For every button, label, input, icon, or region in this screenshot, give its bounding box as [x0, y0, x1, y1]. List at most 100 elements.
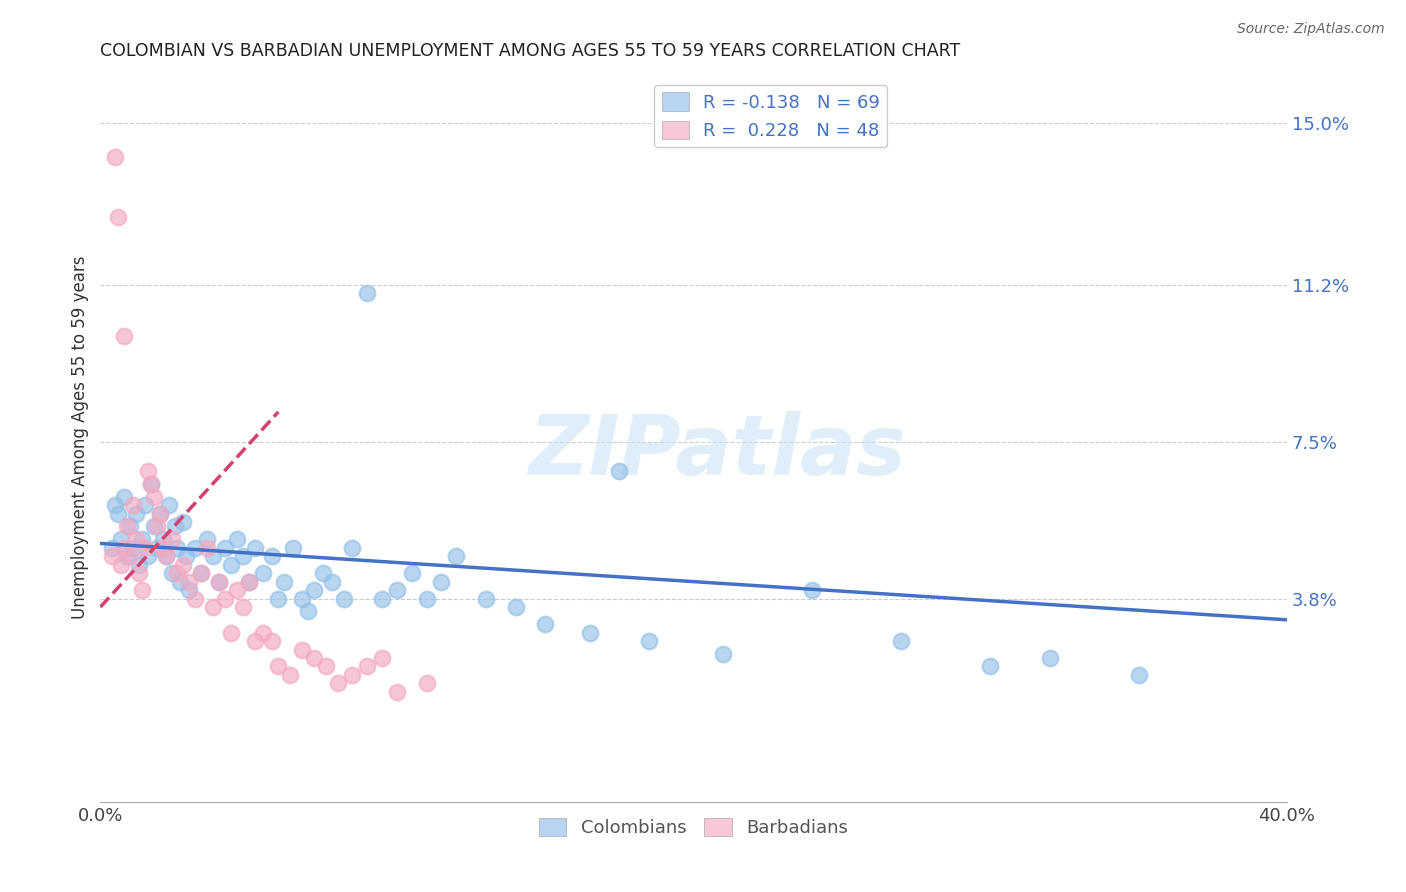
Point [1128, 668, 1150, 682]
Point [131, 532, 153, 546]
Point [278, 668, 301, 682]
Point [190, 566, 212, 581]
Point [134, 541, 156, 555]
Point [238, 574, 260, 589]
Point [1038, 651, 1060, 665]
Point [112, 541, 135, 555]
Point [342, 668, 364, 682]
Point [122, 498, 145, 512]
Point [179, 583, 201, 598]
Point [152, 532, 174, 546]
Point [115, 549, 138, 563]
Point [385, 685, 408, 699]
Point [214, 591, 236, 606]
Text: COLOMBIAN VS BARBADIAN UNEMPLOYMENT AMONG AGES 55 TO 59 YEARS CORRELATION CHART: COLOMBIAN VS BARBADIAN UNEMPLOYMENT AMON… [100, 42, 960, 60]
Point [118, 549, 141, 563]
Point [243, 541, 266, 555]
Point [225, 532, 247, 546]
Point [128, 558, 150, 572]
Point [184, 591, 207, 606]
Point [157, 498, 180, 512]
Point [430, 574, 453, 589]
Point [131, 583, 153, 598]
Point [179, 574, 201, 589]
Point [136, 549, 159, 563]
Point [315, 659, 337, 673]
Point [371, 591, 394, 606]
Point [534, 617, 557, 632]
Point [415, 591, 437, 606]
Point [139, 477, 162, 491]
Point [219, 625, 242, 640]
Point [238, 574, 260, 589]
Point [262, 634, 284, 648]
Point [342, 541, 364, 555]
Point [302, 583, 325, 598]
Legend: Colombians, Barbadians: Colombians, Barbadians [531, 811, 855, 845]
Point [139, 477, 162, 491]
Point [415, 676, 437, 690]
Point [302, 651, 325, 665]
Point [104, 498, 127, 512]
Point [195, 541, 218, 555]
Point [152, 541, 174, 555]
Point [321, 574, 343, 589]
Point [711, 647, 734, 661]
Point [283, 541, 305, 555]
Y-axis label: Unemployment Among Ages 55 to 59 years: Unemployment Among Ages 55 to 59 years [72, 256, 89, 619]
Point [202, 600, 225, 615]
Point [190, 566, 212, 581]
Point [166, 541, 188, 555]
Point [801, 583, 824, 598]
Point [401, 566, 423, 581]
Point [149, 507, 172, 521]
Point [232, 549, 254, 563]
Point [385, 583, 408, 598]
Point [172, 515, 194, 529]
Point [356, 659, 378, 673]
Point [136, 464, 159, 478]
Point [291, 591, 314, 606]
Point [202, 549, 225, 563]
Point [122, 541, 145, 555]
Point [118, 519, 141, 533]
Point [609, 464, 631, 478]
Point [356, 286, 378, 301]
Point [262, 549, 284, 563]
Point [505, 600, 527, 615]
Point [155, 549, 177, 563]
Text: ZIPatlas: ZIPatlas [529, 411, 907, 492]
Point [142, 519, 165, 533]
Point [371, 651, 394, 665]
Point [297, 604, 319, 618]
Point [112, 490, 135, 504]
Point [145, 519, 167, 533]
Point [252, 625, 274, 640]
Point [128, 566, 150, 581]
Point [252, 566, 274, 581]
Point [578, 625, 600, 640]
Point [169, 574, 191, 589]
Point [160, 566, 183, 581]
Point [475, 591, 498, 606]
Point [112, 328, 135, 343]
Point [243, 634, 266, 648]
Text: Source: ZipAtlas.com: Source: ZipAtlas.com [1237, 22, 1385, 37]
Point [134, 498, 156, 512]
Point [172, 558, 194, 572]
Point [115, 519, 138, 533]
Point [145, 541, 167, 555]
Point [214, 541, 236, 555]
Point [232, 600, 254, 615]
Point [110, 532, 132, 546]
Point [208, 574, 231, 589]
Point [225, 583, 247, 598]
Point [219, 558, 242, 572]
Point [638, 634, 661, 648]
Point [195, 532, 218, 546]
Point [160, 532, 183, 546]
Point [107, 210, 129, 224]
Point [312, 566, 335, 581]
Point [101, 541, 124, 555]
Point [110, 558, 132, 572]
